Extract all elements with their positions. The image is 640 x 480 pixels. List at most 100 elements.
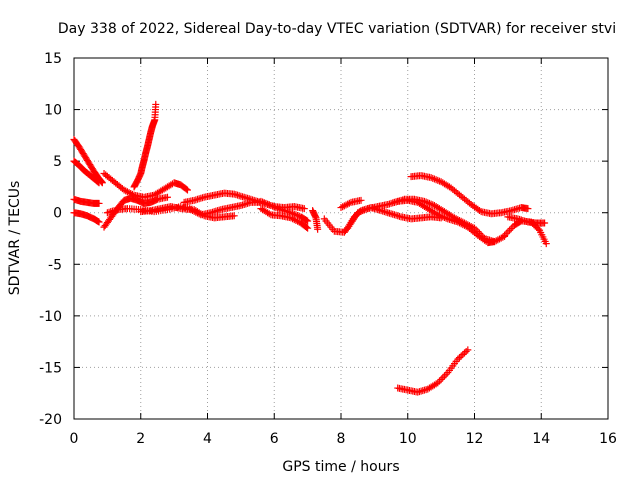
y-tick-label: 15 xyxy=(44,51,62,67)
data-point xyxy=(265,201,273,209)
data-point xyxy=(93,177,101,185)
data-point xyxy=(457,352,465,360)
data-point xyxy=(454,216,462,224)
data-point xyxy=(260,199,268,207)
data-point xyxy=(314,225,322,233)
series-trace-c xyxy=(70,195,103,207)
data-point xyxy=(464,346,472,354)
data-point xyxy=(267,201,275,209)
x-tick-label: 8 xyxy=(337,431,346,447)
data-point xyxy=(435,177,443,185)
data-point xyxy=(467,222,475,230)
axis-ticks: 0 2 4 6 8 10 12 14 16 -20 -15 -10 -5 0 5 10 15 xyxy=(39,51,617,447)
data-point xyxy=(429,201,437,209)
data-point xyxy=(152,100,160,108)
y-tick-label: 0 xyxy=(53,206,62,222)
data-point xyxy=(339,203,347,211)
data-point xyxy=(476,229,484,237)
x-tick-label: 14 xyxy=(532,431,550,447)
x-tick-label: 12 xyxy=(466,431,484,447)
data-point xyxy=(425,199,433,207)
data-point xyxy=(95,179,103,187)
data-point xyxy=(459,218,467,226)
data-point xyxy=(442,370,450,378)
data-point xyxy=(434,176,442,184)
data-point xyxy=(439,213,447,221)
data-point xyxy=(342,201,350,209)
series-trace-t xyxy=(504,213,549,227)
data-point xyxy=(494,236,502,244)
series-trace-o xyxy=(337,196,365,212)
data-point xyxy=(492,237,500,245)
data-point xyxy=(303,223,311,231)
y-tick-label: 5 xyxy=(53,154,62,170)
data-point xyxy=(440,372,448,380)
data-point xyxy=(289,209,297,217)
data-point xyxy=(507,225,515,233)
data-point xyxy=(300,205,308,213)
series-trace-q xyxy=(390,195,509,246)
x-tick-label: 0 xyxy=(70,431,79,447)
data-point xyxy=(502,230,510,238)
data-point xyxy=(420,197,428,205)
data-point xyxy=(427,200,435,208)
data-point xyxy=(120,186,128,194)
series-trace-h xyxy=(130,100,160,191)
data-point xyxy=(337,204,345,212)
data-point xyxy=(450,214,458,222)
y-tick-label: -20 xyxy=(39,412,62,428)
data-point xyxy=(476,206,484,214)
x-tick-label: 16 xyxy=(599,431,617,447)
plot-frame xyxy=(73,57,609,420)
x-tick-label: 6 xyxy=(270,431,279,447)
data-point xyxy=(183,186,191,194)
x-tick-label: 4 xyxy=(203,431,212,447)
data-point xyxy=(457,217,465,225)
data-point xyxy=(193,209,201,217)
data-point xyxy=(454,355,462,363)
data-point xyxy=(294,217,302,225)
data-point xyxy=(294,211,302,219)
data-point xyxy=(459,351,467,359)
data-point xyxy=(491,238,499,246)
series-trace-b xyxy=(70,157,103,187)
data-point xyxy=(435,377,443,385)
data-point xyxy=(230,212,238,220)
data-point xyxy=(465,222,473,230)
y-tick-label: -10 xyxy=(39,309,62,325)
data-point xyxy=(437,214,445,222)
data-point xyxy=(430,175,438,183)
series-trace-m xyxy=(309,207,322,233)
data-point xyxy=(427,174,435,182)
data-point xyxy=(496,235,504,243)
y-axis-label: SDTVAR / TECUs xyxy=(7,181,23,296)
x-tick-label: 10 xyxy=(399,431,417,447)
data-point xyxy=(163,193,171,201)
series-trace-u xyxy=(394,346,472,396)
data-point xyxy=(94,178,102,186)
data-point xyxy=(262,199,270,207)
data-point xyxy=(95,218,103,226)
data-point xyxy=(292,211,300,219)
data-point xyxy=(270,203,278,211)
data-point xyxy=(274,204,282,212)
data-point xyxy=(506,226,514,234)
series-trace-a xyxy=(70,135,106,187)
data-point xyxy=(524,205,532,213)
data-point xyxy=(462,347,470,355)
data-point xyxy=(460,349,468,357)
data-point xyxy=(455,216,463,224)
data-point xyxy=(462,220,470,228)
data-point xyxy=(344,200,352,208)
data-point xyxy=(304,217,312,225)
data-points xyxy=(70,100,550,396)
data-point xyxy=(275,205,283,213)
data-point xyxy=(269,202,277,210)
data-point xyxy=(125,189,133,197)
data-point xyxy=(432,176,440,184)
data-point xyxy=(340,202,348,210)
x-tick-label: 2 xyxy=(136,431,145,447)
data-point xyxy=(542,240,550,248)
data-point xyxy=(429,174,437,182)
